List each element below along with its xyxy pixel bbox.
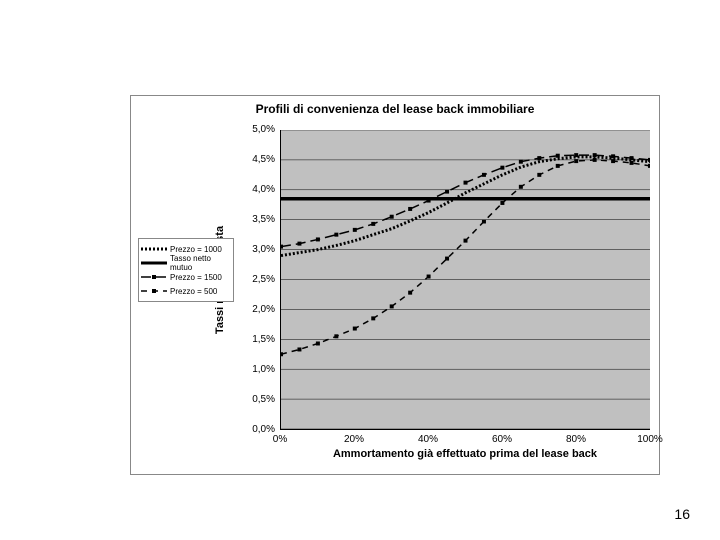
x-tick-label: 100% <box>637 434 663 445</box>
x-tick-label: 0% <box>273 434 287 445</box>
legend-item: Prezzo = 500 <box>141 284 231 298</box>
y-tick-label: 3,5% <box>235 214 275 225</box>
legend-line-sample <box>141 258 167 268</box>
plot-svg <box>281 130 650 429</box>
x-tick-label: 40% <box>418 434 438 445</box>
plot-area <box>280 130 650 430</box>
y-tick-label: 0,5% <box>235 394 275 405</box>
page-number: 16 <box>674 506 690 522</box>
y-tick-label: 5,0% <box>235 124 275 135</box>
legend-line-sample <box>141 272 167 282</box>
y-tick-label: 1,5% <box>235 334 275 345</box>
legend-label: Tasso netto mutuo <box>170 254 231 272</box>
y-tick-label: 2,0% <box>235 304 275 315</box>
y-tick-label: 3,0% <box>235 244 275 255</box>
legend-line-sample <box>141 286 167 296</box>
legend-item: Prezzo = 1500 <box>141 270 231 284</box>
x-tick-label: 80% <box>566 434 586 445</box>
y-tick-label: 2,5% <box>235 274 275 285</box>
legend-line-sample <box>141 244 167 254</box>
legend-label: Prezzo = 500 <box>170 287 217 296</box>
y-tick-label: 4,0% <box>235 184 275 195</box>
x-axis-title: Ammortamento già effettuato prima del le… <box>280 448 650 460</box>
y-tick-label: 1,0% <box>235 364 275 375</box>
x-tick-label: 60% <box>492 434 512 445</box>
legend-item: Tasso netto mutuo <box>141 256 231 270</box>
y-tick-label: 0,0% <box>235 424 275 435</box>
legend: Prezzo = 1000Tasso netto mutuoPrezzo = 1… <box>138 238 234 302</box>
legend-label: Prezzo = 1500 <box>170 273 222 282</box>
chart-title: Profili di convenienza del lease back im… <box>130 102 660 116</box>
x-tick-label: 20% <box>344 434 364 445</box>
y-tick-label: 4,5% <box>235 154 275 165</box>
legend-label: Prezzo = 1000 <box>170 245 222 254</box>
